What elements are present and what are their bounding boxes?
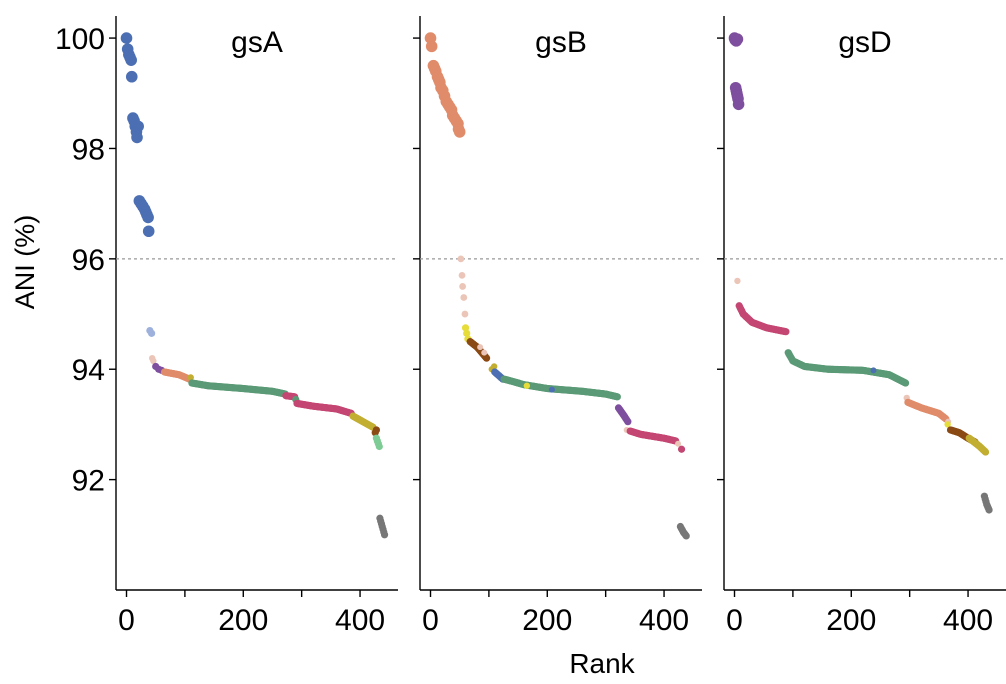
data-point — [613, 393, 621, 401]
data-point — [782, 328, 790, 336]
x-tick-label: 200 — [826, 604, 876, 637]
data-point — [490, 363, 498, 370]
x-tick-label: 400 — [943, 604, 993, 637]
y-tick-label: 96 — [72, 244, 105, 277]
panel-gsA: 92 94 96 98 100 0 200 400 gsA — [55, 16, 398, 637]
data-point — [461, 324, 470, 332]
panel-title: gsA — [231, 26, 283, 59]
panel-gsD: 0 200 400 gsD — [717, 16, 1006, 637]
data-point — [372, 426, 380, 434]
data-point — [120, 32, 133, 44]
data-point — [125, 70, 138, 83]
y-tick-label: 92 — [72, 465, 105, 498]
data-point — [523, 382, 531, 389]
x-tick-label: 200 — [522, 604, 572, 637]
data-point — [132, 120, 144, 133]
data-point — [187, 374, 194, 381]
panel-title: gsB — [535, 26, 587, 59]
x-tick-label: 400 — [639, 604, 689, 637]
data-point — [985, 506, 993, 514]
data-point — [458, 272, 466, 279]
data-point — [944, 421, 951, 428]
data-point — [457, 255, 465, 263]
data-point — [461, 310, 469, 318]
y-axis-title: ANI (%) — [10, 215, 40, 310]
data-point — [477, 344, 484, 351]
x-axis-title: Rank — [569, 648, 635, 679]
data-point — [731, 33, 744, 45]
x-tick-label: 0 — [422, 604, 439, 637]
panel-gsB: 0 200 400 gsB — [413, 16, 702, 637]
data-point — [131, 131, 143, 144]
y-tick-label: 98 — [72, 133, 105, 166]
y-tick-label: 94 — [72, 354, 105, 387]
data-point — [425, 40, 438, 53]
data-point — [870, 367, 877, 374]
data-point — [125, 54, 137, 66]
data-point — [548, 386, 555, 393]
x-tick-label: 0 — [726, 604, 743, 637]
data-point — [624, 418, 632, 426]
data-point — [734, 277, 741, 285]
data-point — [142, 211, 154, 224]
data-point — [375, 442, 383, 451]
data-point — [732, 98, 745, 111]
x-tick-label: 400 — [335, 604, 385, 637]
data-point — [481, 349, 488, 356]
data-point — [148, 329, 156, 337]
data-point — [460, 294, 468, 301]
x-tick-label: 0 — [118, 604, 135, 637]
data-point — [142, 225, 155, 238]
data-point — [675, 440, 682, 447]
panel-title: gsD — [838, 26, 891, 59]
data-point — [380, 531, 389, 539]
data-point — [453, 126, 466, 138]
data-point — [482, 354, 491, 362]
data-point — [459, 283, 467, 290]
data-point — [682, 532, 690, 540]
data-point — [981, 448, 990, 456]
data-point — [463, 329, 471, 337]
x-tick-label: 200 — [218, 604, 268, 637]
data-point — [677, 445, 686, 453]
data-point — [901, 379, 910, 387]
data-point — [150, 357, 157, 365]
y-tick-label: 100 — [55, 23, 105, 56]
panels-layer: 92 94 96 98 100 0 200 400 gsA 0 200 400 gsB 0 200 400 gs… — [55, 16, 1006, 637]
